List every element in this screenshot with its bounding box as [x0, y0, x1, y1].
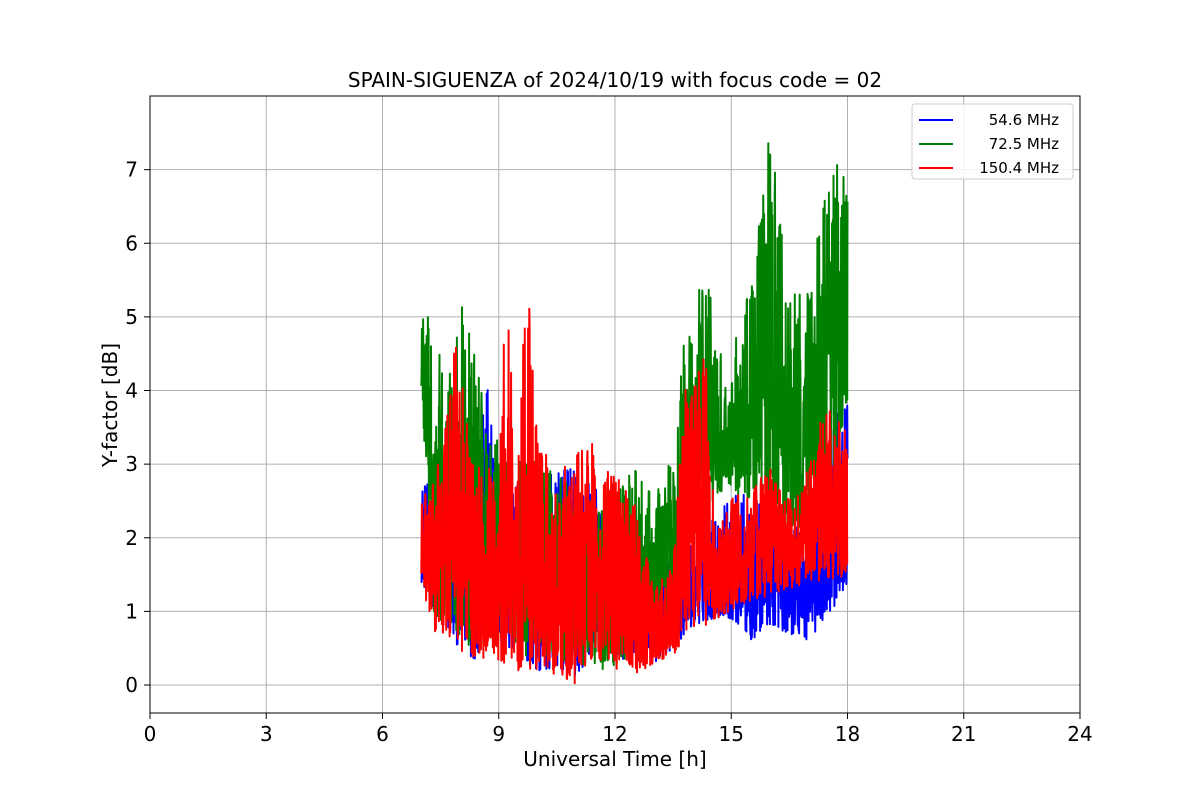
x-tick-label: 3: [260, 722, 273, 746]
y-tick-label: 1: [125, 599, 138, 623]
x-tick-label: 9: [492, 722, 505, 746]
legend-label: 150.4 MHz: [979, 159, 1059, 177]
y-tick-label: 4: [125, 379, 138, 403]
x-tick-label: 21: [951, 722, 976, 746]
y-tick-label: 0: [125, 673, 138, 697]
series-line-2: [420, 307, 849, 685]
legend-label: 72.5 MHz: [989, 135, 1059, 153]
y-tick-label: 6: [125, 231, 138, 255]
x-tick-label: 18: [835, 722, 860, 746]
legend-box: [911, 103, 1074, 180]
legend: 54.6 MHz 72.5 MHz 150.4 MHz: [911, 103, 1074, 180]
x-axis-label: Universal Time [h]: [523, 747, 706, 771]
series-layer: [420, 142, 849, 685]
x-tick-label: 12: [602, 722, 627, 746]
legend-label: 54.6 MHz: [989, 111, 1059, 129]
y-tick-label: 5: [125, 305, 138, 329]
x-tick-label: 0: [144, 722, 157, 746]
x-tick-label: 24: [1067, 722, 1092, 746]
x-tick-label: 15: [719, 722, 744, 746]
y-tick-label: 2: [125, 526, 138, 550]
y-axis-label: Y-factor [dB]: [98, 343, 122, 468]
y-tick-label: 3: [125, 452, 138, 476]
x-tick-label: 6: [376, 722, 389, 746]
chart-title: SPAIN-SIGUENZA of 2024/10/19 with focus …: [348, 68, 882, 92]
y-tick-label: 7: [125, 158, 138, 182]
